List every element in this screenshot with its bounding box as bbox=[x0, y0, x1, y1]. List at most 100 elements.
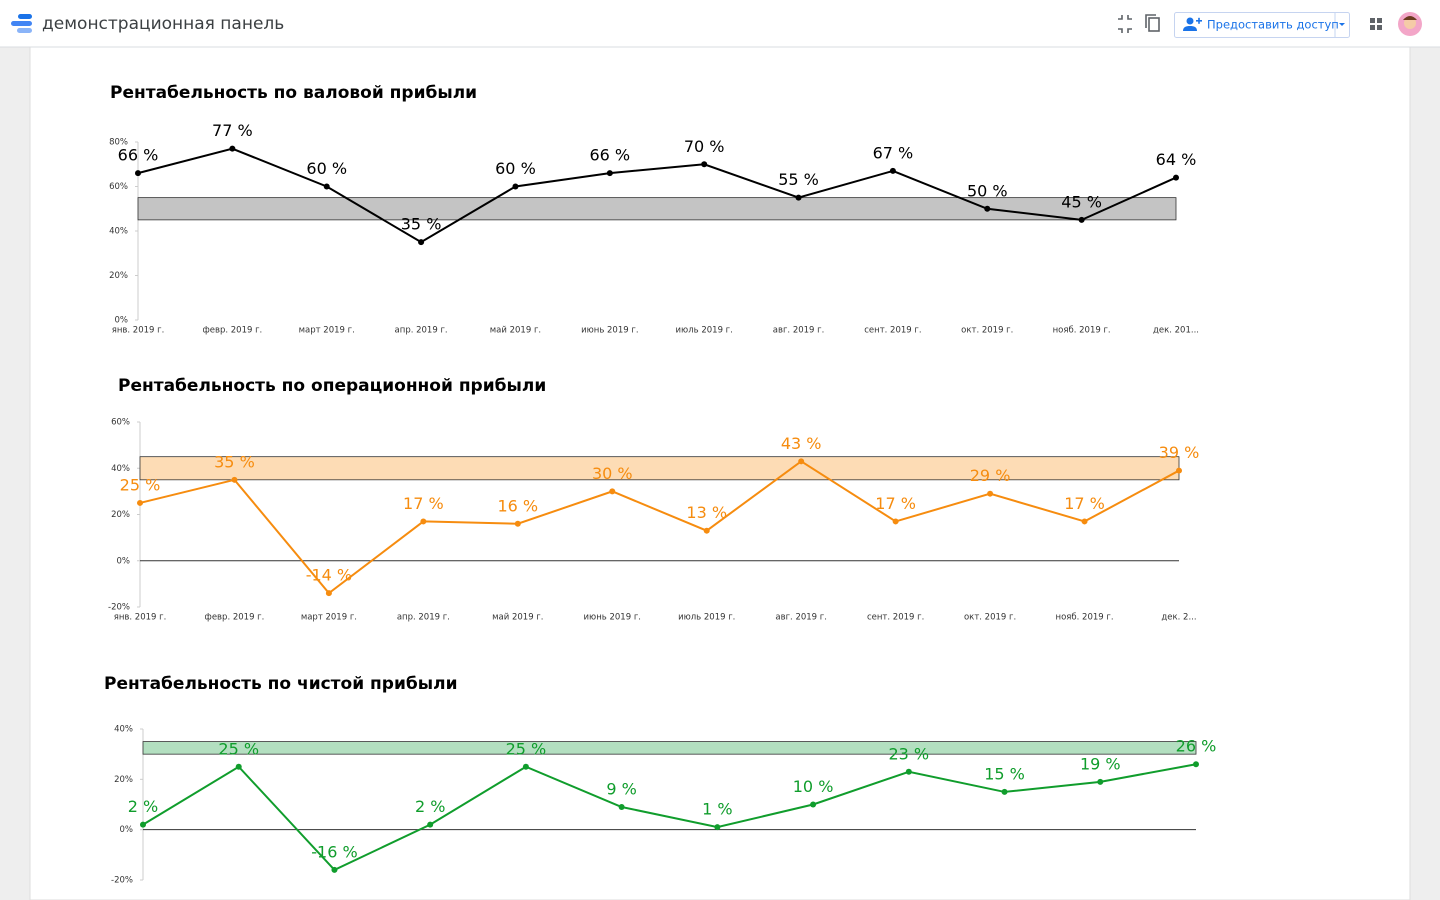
share-button-label[interactable]: Предоставить доступ bbox=[1207, 18, 1339, 32]
x-tick-label: февр. 2019 г. bbox=[202, 326, 262, 336]
x-tick-label: янв. 2019 г. bbox=[112, 326, 165, 336]
icon-path bbox=[1118, 15, 1132, 33]
data-label: -16 % bbox=[311, 842, 357, 861]
point bbox=[418, 239, 425, 246]
icon-path bbox=[1145, 14, 1156, 28]
y-tick-label: 40% bbox=[109, 227, 128, 237]
y-tick-label: 20% bbox=[111, 510, 130, 520]
data-label: 25 % bbox=[218, 739, 259, 758]
line bbox=[142, 763, 1197, 872]
data-label: 2 % bbox=[415, 797, 445, 816]
point bbox=[427, 821, 434, 828]
point bbox=[1078, 216, 1085, 223]
data-label: 17 % bbox=[875, 494, 916, 513]
point bbox=[137, 499, 143, 506]
data-label: 77 % bbox=[212, 121, 253, 140]
x-tick-label: окт. 2019 г. bbox=[964, 613, 1016, 623]
apps-icon[interactable] bbox=[1370, 18, 1382, 30]
x-tick-label: нояб. 2019 г. bbox=[1053, 326, 1111, 336]
point bbox=[512, 183, 519, 190]
x-tick-label: сент. 2019 г. bbox=[867, 613, 924, 623]
data-label: 67 % bbox=[873, 143, 914, 162]
share-dropdown[interactable] bbox=[1339, 23, 1345, 26]
data-label: 15 % bbox=[984, 764, 1025, 783]
data-label: 30 % bbox=[592, 464, 633, 483]
point bbox=[331, 866, 338, 873]
logo[interactable] bbox=[11, 14, 32, 33]
point bbox=[420, 518, 427, 525]
icon-path bbox=[1370, 18, 1375, 23]
avatar[interactable] bbox=[1398, 12, 1422, 36]
data-label: 35 % bbox=[401, 215, 442, 234]
point bbox=[1097, 778, 1104, 785]
x-tick-label: июль 2019 г. bbox=[676, 326, 733, 336]
point bbox=[798, 458, 805, 465]
exit-fullscreen-icon[interactable] bbox=[1118, 15, 1132, 33]
x-tick-label: июнь 2019 г. bbox=[581, 326, 638, 336]
icon-path bbox=[1377, 18, 1382, 23]
y-tick-label: 40% bbox=[114, 725, 133, 735]
x-tick-label: авг. 2019 г. bbox=[773, 326, 825, 336]
data-label: 17 % bbox=[403, 494, 444, 513]
data-label: 60 % bbox=[306, 159, 347, 178]
data-label: -14 % bbox=[306, 566, 352, 585]
x-tick-label: март 2019 г. bbox=[301, 613, 357, 623]
data-label: 26 % bbox=[1176, 737, 1217, 756]
x-tick-label: февр. 2019 г. bbox=[205, 613, 265, 623]
point bbox=[701, 161, 708, 168]
point bbox=[703, 527, 710, 534]
data-label: 55 % bbox=[778, 170, 819, 189]
data-label: 70 % bbox=[684, 137, 725, 156]
data-label: 66 % bbox=[589, 146, 630, 165]
y-tick-label: 0% bbox=[120, 825, 134, 835]
y-tick-label: 0% bbox=[115, 316, 129, 326]
point bbox=[323, 183, 330, 190]
logo-bar bbox=[18, 14, 32, 19]
x-tick-label: нояб. 2019 г. bbox=[1056, 613, 1114, 623]
y-tick-label: -20% bbox=[108, 603, 130, 613]
point bbox=[514, 520, 521, 527]
data-label: 25 % bbox=[506, 739, 547, 758]
line bbox=[137, 147, 1177, 244]
logo-bar bbox=[17, 28, 32, 33]
icon-path bbox=[1183, 26, 1197, 31]
x-tick-label: авг. 2019 г. bbox=[775, 613, 827, 623]
point bbox=[231, 476, 238, 483]
point bbox=[1001, 788, 1008, 795]
data-label: 35 % bbox=[214, 452, 255, 471]
icon-path bbox=[1148, 17, 1160, 32]
charts: Рентабельность по валовой прибыли 0% 20% 40… bbox=[104, 83, 1216, 886]
avatar-hair bbox=[1403, 16, 1417, 20]
share-icon bbox=[1183, 17, 1202, 31]
point bbox=[229, 145, 236, 152]
point bbox=[609, 488, 616, 495]
y-tick-label: 60% bbox=[109, 182, 128, 192]
copy-icon[interactable] bbox=[1145, 14, 1160, 32]
data-label: 16 % bbox=[497, 496, 538, 515]
point bbox=[140, 821, 146, 828]
data-label: 2 % bbox=[128, 797, 158, 816]
x-tick-label: дек. 201... bbox=[1153, 326, 1199, 336]
point bbox=[618, 804, 625, 811]
y-tick-label: -20% bbox=[111, 876, 133, 886]
data-label: 66 % bbox=[118, 146, 159, 165]
report-title[interactable]: демонстрационная панель bbox=[42, 14, 284, 34]
share-button[interactable] bbox=[1174, 12, 1350, 38]
data-label: 9 % bbox=[606, 780, 636, 799]
point bbox=[984, 205, 991, 212]
data-label: 45 % bbox=[1061, 192, 1102, 211]
chart-title: Рентабельность по валовой прибыли bbox=[110, 83, 477, 103]
y-tick-label: 20% bbox=[109, 271, 128, 281]
x-tick-label: май 2019 г. bbox=[492, 613, 543, 623]
point bbox=[892, 518, 899, 525]
x-tick-label: сент. 2019 г. bbox=[864, 326, 921, 336]
x-tick-label: янв. 2019 г. bbox=[114, 613, 167, 623]
icon-path bbox=[1377, 25, 1382, 30]
point bbox=[714, 824, 721, 831]
point bbox=[1193, 761, 1199, 768]
data-label: 43 % bbox=[781, 434, 822, 453]
y-tick-label: 80% bbox=[109, 138, 128, 148]
y-tick-label: 20% bbox=[114, 775, 133, 785]
chart-title: Рентабельность по операционной прибыли bbox=[118, 376, 546, 396]
